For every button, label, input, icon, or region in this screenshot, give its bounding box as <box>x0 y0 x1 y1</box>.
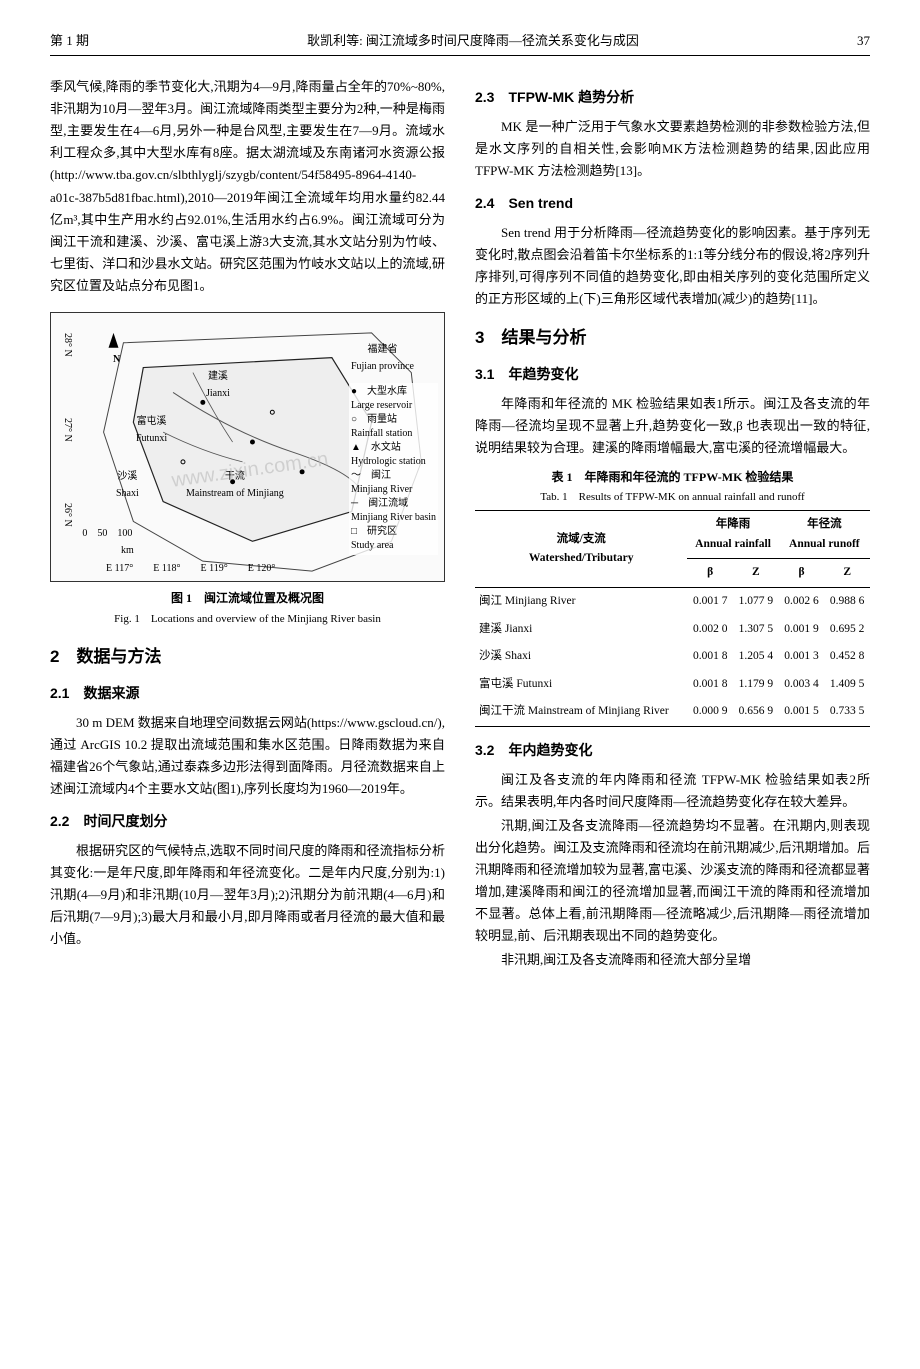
ytick-27: 27° N <box>59 418 76 442</box>
header-page: 37 <box>857 30 870 52</box>
cell: 闽江 Minjiang River <box>475 588 687 616</box>
section-3-2-p1: 闽江及各支流的年内降雨和径流 TFPW-MK 检验结果如表2所示。结果表明,年内… <box>475 769 870 813</box>
section-3-2-p2: 汛期,闽江及各支流降雨—径流趋势均不显著。在汛期内,则表现出分化趋势。闽江及支流… <box>475 815 870 948</box>
section-3-1-title: 3.1 年趋势变化 <box>475 363 870 387</box>
right-column: 2.3 TFPW-MK 趋势分析 MK 是一种广泛用于气象水文要素趋势检测的非参… <box>475 76 870 973</box>
cell: 0.001 8 <box>687 671 733 699</box>
compass-n: N <box>113 351 120 368</box>
cell: 0.001 5 <box>779 698 825 726</box>
figure-1-map: N 福建省 Fujian province 建溪 Jianxi 富屯溪 Futu… <box>50 312 445 582</box>
cell: 0.002 6 <box>779 588 825 616</box>
cell: 0.003 4 <box>779 671 825 699</box>
map-province: 福建省 Fujian province <box>351 341 414 375</box>
legend-river: 闽江 Minjiang River <box>351 470 412 495</box>
table1-caption-cn: 表 1 年降雨和年径流的 TFPW-MK 检验结果 <box>475 467 870 487</box>
cell: 0.656 9 <box>733 698 779 726</box>
cell: 1.077 9 <box>733 588 779 616</box>
cell: 0.000 9 <box>687 698 733 726</box>
header-issue: 第 1 期 <box>50 30 89 52</box>
table-row: 沙溪 Shaxi 0.001 8 1.205 4 0.001 3 0.452 8 <box>475 643 870 671</box>
section-2-title: 2 数据与方法 <box>50 643 445 672</box>
section-2-4-title: 2.4 Sen trend <box>475 192 870 216</box>
table-row: 闽江干流 Mainstream of Minjiang River 0.000 … <box>475 698 870 726</box>
ytick-26: 26° N <box>59 503 76 527</box>
th-runoff-z: Z <box>824 559 870 588</box>
cell: 0.452 8 <box>824 643 870 671</box>
map-futunxi: 富屯溪 Futunxi <box>136 413 167 447</box>
section-2-1-title: 2.1 数据来源 <box>50 682 445 706</box>
table1-caption-en: Tab. 1 Results of TFPW-MK on annual rain… <box>475 488 870 507</box>
legend-reservoir: 大型水库 Large reservoir <box>351 386 412 411</box>
ytick-28: 28° N <box>59 333 76 357</box>
th-watershed: 流域/支流 Watershed/Tributary <box>475 511 687 588</box>
legend-study: 研究区 Study area <box>351 526 397 551</box>
section-2-2-body: 根据研究区的气候特点,选取不同时间尺度的降雨和径流指标分析其变化:一是年尺度,即… <box>50 840 445 950</box>
th-rainfall: 年降雨 Annual rainfall <box>687 511 778 559</box>
section-2-3-title: 2.3 TFPW-MK 趋势分析 <box>475 86 870 110</box>
legend-hydro: 水文站 Hydrologic station <box>351 442 426 467</box>
cell: 1.205 4 <box>733 643 779 671</box>
section-3-1-body: 年降雨和年径流的 MK 检验结果如表1所示。闽江及各支流的年降雨—径流均呈现不显… <box>475 393 870 459</box>
section-3-2-p3: 非汛期,闽江及各支流降雨和径流大部分呈增 <box>475 949 870 971</box>
th-runoff-beta: β <box>779 559 825 588</box>
cell: 富屯溪 Futunxi <box>475 671 687 699</box>
xticks: E 117° E 118° E 119° E 120° <box>106 560 275 577</box>
cell: 0.733 5 <box>824 698 870 726</box>
left-column: 季风气候,降雨的季节变化大,汛期为4—9月,降雨量占全年的70%~80%,非汛期… <box>50 76 445 973</box>
map-jianxi: 建溪 Jianxi <box>206 368 230 402</box>
cell: 1.179 9 <box>733 671 779 699</box>
table-1: 流域/支流 Watershed/Tributary 年降雨 Annual rai… <box>475 510 870 726</box>
section-2-1-body: 30 m DEM 数据来自地理空间数据云网站(https://www.gsclo… <box>50 712 445 800</box>
two-column-layout: 季风气候,降雨的季节变化大,汛期为4—9月,降雨量占全年的70%~80%,非汛期… <box>50 76 870 973</box>
table-row: 闽江 Minjiang River 0.001 7 1.077 9 0.002 … <box>475 588 870 616</box>
section-2-3-body: MK 是一种广泛用于气象水文要素趋势检测的非参数检验方法,但是水文序列的自相关性… <box>475 116 870 182</box>
cell: 0.002 0 <box>687 616 733 644</box>
th-runoff: 年径流 Annual runoff <box>779 511 870 559</box>
legend-basin: 闽江流域 Minjiang River basin <box>351 498 436 523</box>
fig1-caption-cn: 图 1 闽江流域位置及概况图 <box>50 588 445 608</box>
legend-rainfall: 雨量站 Rainfall station <box>351 414 412 439</box>
cell: 0.001 9 <box>779 616 825 644</box>
header-title: 耿凯利等: 闽江流域多时间尺度降雨—径流关系变化与成因 <box>307 30 639 52</box>
paragraph-monsoon: 季风气候,降雨的季节变化大,汛期为4—9月,降雨量占全年的70%~80%,非汛期… <box>50 76 445 297</box>
section-3-title: 3 结果与分析 <box>475 324 870 353</box>
th-rain-beta: β <box>687 559 733 588</box>
cell: 1.409 5 <box>824 671 870 699</box>
cell: 1.307 5 <box>733 616 779 644</box>
cell: 0.001 3 <box>779 643 825 671</box>
table-row: 建溪 Jianxi 0.002 0 1.307 5 0.001 9 0.695 … <box>475 616 870 644</box>
cell: 0.988 6 <box>824 588 870 616</box>
th-rain-z: Z <box>733 559 779 588</box>
section-3-2-title: 3.2 年内趋势变化 <box>475 739 870 763</box>
cell: 0.695 2 <box>824 616 870 644</box>
cell: 闽江干流 Mainstream of Minjiang River <box>475 698 687 726</box>
cell: 沙溪 Shaxi <box>475 643 687 671</box>
section-2-4-body: Sen trend 用于分析降雨—径流趋势变化的影响因素。基于序列无变化时,散点… <box>475 222 870 310</box>
map-legend: ● 大型水库 Large reservoir ○ 雨量站 Rainfall st… <box>349 383 438 555</box>
map-shaxi: 沙溪 Shaxi <box>116 468 139 502</box>
figure-1: N 福建省 Fujian province 建溪 Jianxi 富屯溪 Futu… <box>50 312 445 629</box>
section-2-2-title: 2.2 时间尺度划分 <box>50 810 445 834</box>
cell: 0.001 7 <box>687 588 733 616</box>
fig1-caption-en: Fig. 1 Locations and overview of the Min… <box>50 610 445 629</box>
scale-bar: 0 50 100 km <box>81 525 134 559</box>
cell: 0.001 8 <box>687 643 733 671</box>
table1-body: 闽江 Minjiang River 0.001 7 1.077 9 0.002 … <box>475 588 870 727</box>
table-row: 富屯溪 Futunxi 0.001 8 1.179 9 0.003 4 1.40… <box>475 671 870 699</box>
page-header: 第 1 期 耿凯利等: 闽江流域多时间尺度降雨—径流关系变化与成因 37 <box>50 30 870 56</box>
cell: 建溪 Jianxi <box>475 616 687 644</box>
